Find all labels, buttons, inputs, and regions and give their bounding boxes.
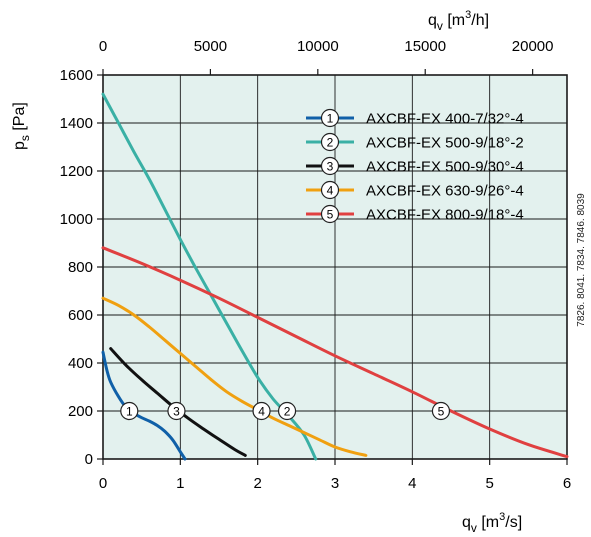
series-line-1 — [101, 350, 187, 461]
legend-item-1: 1 AXCBF-EX 400-7/32°-4 — [306, 108, 524, 128]
y-tick-label: 400 — [68, 355, 93, 372]
legend-marker-label: 5 — [327, 208, 334, 222]
y-tick-label: 600 — [68, 307, 93, 324]
legend: 1 AXCBF-EX 400-7/32°-4 2 AXCBF-EX 500-9/18°… — [306, 108, 524, 224]
y-tick-label: 1600 — [60, 67, 93, 84]
plot-frame — [102, 74, 568, 460]
x2-tick-label: 20000 — [512, 38, 554, 55]
legend-label: AXCBF-EX 630-9/26°-4 — [366, 183, 524, 200]
y-tick-label: 1200 — [60, 163, 93, 180]
x2-tick-label: 0 — [99, 38, 107, 55]
x-tick-label: 3 — [331, 475, 339, 492]
legend-marker-label: 2 — [327, 136, 334, 150]
x2-tick-label: 5000 — [194, 38, 227, 55]
x-tick-label: 4 — [408, 475, 416, 492]
x2-axis-title-unit-sup: 3 — [465, 9, 471, 21]
x2-tick-label: 10000 — [297, 38, 339, 55]
legend-label: AXCBF-EX 800-9/18°-4 — [366, 207, 524, 224]
x2-axis-title-unit: [m — [447, 12, 465, 29]
y-axis-title-sub: s — [18, 135, 32, 141]
legend-marker-circle — [320, 132, 340, 152]
legend-item-4: 4 AXCBF-EX 630-9/26°-4 — [306, 180, 524, 200]
x-tick-label: 0 — [99, 475, 107, 492]
legend-label: AXCBF-EX 500-9/30°-4 — [366, 159, 524, 176]
y-axis-title-main: p — [11, 141, 28, 150]
series-marker-label: 4 — [258, 405, 265, 419]
series-marker-circle — [120, 401, 139, 421]
y-axis-title-unit: [Pa] — [11, 102, 28, 130]
legend-marker-circle — [320, 180, 340, 200]
legend-item-2: 2 AXCBF-EX 500-9/18°-2 — [306, 132, 524, 152]
legend-marker-circle — [320, 108, 340, 128]
x-axis-title-unit-sup: 3 — [499, 511, 505, 523]
series-marker-circle — [277, 401, 297, 421]
series-marker-2: 2 — [277, 401, 297, 421]
series-line-4 — [101, 296, 368, 457]
legend-label: AXCBF-EX 400-7/32°-4 — [366, 111, 524, 128]
series-marker-label: 1 — [126, 405, 133, 419]
legend-item-3: 3 AXCBF-EX 500-9/30°-4 — [306, 156, 524, 176]
x-axis-title-sub: v — [471, 521, 477, 535]
x-tick-label: 6 — [563, 475, 571, 492]
y-axis-title: ps [Pa] — [11, 102, 32, 150]
x-axis-title-unit: [m — [481, 514, 499, 531]
series-marker-label: 5 — [438, 405, 445, 419]
tick-labels: 0 200 400 600 800 1000 1200 1400 1600 0 1 2 3 4 5 6 0 500… — [60, 38, 572, 492]
series-marker-4: 4 — [252, 401, 271, 421]
series-marker-1: 1 — [120, 401, 139, 421]
side-note: 7826. 8041. 7834. 7846. 8039 — [576, 193, 587, 327]
x2-axis-title-unit-end: /h] — [471, 12, 489, 29]
series-marker-circle — [431, 401, 451, 421]
x2-axis-title: qv [m3/h] — [428, 9, 489, 33]
series-marker-circle — [252, 401, 271, 421]
series-marker-circle — [167, 401, 186, 421]
y-tick-label: 1000 — [60, 211, 93, 228]
x-axis-title-unit-end: /s] — [505, 514, 522, 531]
legend-marker-label: 4 — [327, 184, 334, 198]
series-markers: 1 2 3 4 5 — [120, 401, 451, 421]
x2-tick-label: 15000 — [404, 38, 446, 55]
series-marker-5: 5 — [431, 401, 451, 421]
series-marker-label: 2 — [284, 405, 291, 419]
x-axis-title-main: q — [462, 514, 471, 531]
y-tick-label: 1400 — [60, 115, 93, 132]
series-line-5 — [101, 246, 569, 459]
legend-label: AXCBF-EX 500-9/18°-2 — [366, 135, 524, 152]
legend-marker-circle — [320, 156, 340, 176]
x-tick-label: 2 — [253, 475, 261, 492]
legend-marker-circle — [320, 204, 340, 224]
x2-axis-title-sub: v — [437, 19, 443, 33]
x-tick-label: 1 — [176, 475, 184, 492]
series-marker-label: 3 — [173, 405, 180, 419]
x2-axis-title-main: q — [428, 12, 437, 29]
x-axis-title: qv [m3/s] — [462, 511, 522, 535]
x-tick-label: 5 — [485, 475, 493, 492]
y-tick-label: 800 — [68, 259, 93, 276]
series-marker-3: 3 — [167, 401, 186, 421]
legend-marker-label: 1 — [327, 112, 334, 126]
legend-item-5: 5 AXCBF-EX 800-9/18°-4 — [306, 204, 524, 224]
y-tick-label: 0 — [85, 451, 93, 468]
legend-marker-label: 3 — [327, 160, 334, 174]
y-tick-label: 200 — [68, 403, 93, 420]
